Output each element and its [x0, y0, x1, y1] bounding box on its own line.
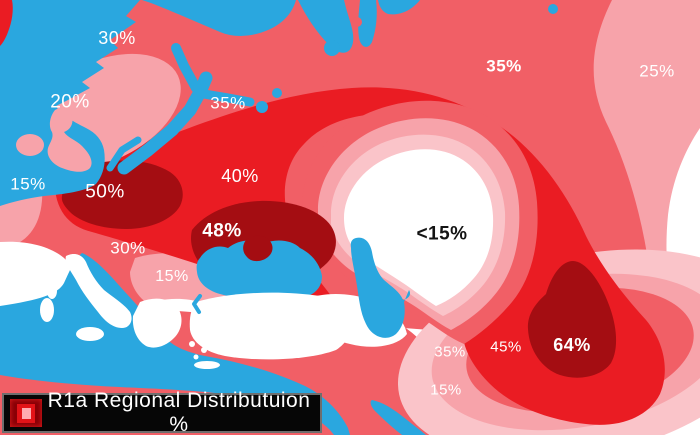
map-label-east-europe-40: 40%	[221, 166, 259, 186]
sea-mediterranean	[0, 253, 350, 435]
map-label-hotspot-mid-45: 45%	[490, 338, 522, 356]
land-sicily	[76, 327, 104, 341]
island-aegean-3	[211, 338, 217, 344]
land-anatolia	[189, 292, 353, 360]
island-arctic	[352, 17, 362, 27]
map-label-nw-russia-35: 35%	[210, 93, 246, 113]
island-aegean-1	[189, 341, 195, 347]
sea-black-sea	[196, 240, 322, 301]
map-label-central-europe-50: 50%	[85, 181, 125, 203]
land-corsica	[47, 283, 57, 299]
map-label-hotspot-west-35: 35%	[434, 343, 466, 361]
map-label-east-asia-25: 25%	[639, 61, 675, 81]
map-label-balkans-30: 30%	[110, 238, 146, 258]
lake-ladoga	[256, 101, 268, 113]
land-ireland	[16, 134, 44, 156]
land-crimea	[243, 235, 273, 262]
legend-bar: R1a Regional Distributuion %	[2, 389, 322, 435]
sea-dot-northeast	[548, 4, 558, 14]
sea-kattegat	[106, 136, 142, 172]
island-aegean-2	[201, 347, 207, 353]
sea-kara	[378, 0, 420, 15]
sea-arctic	[142, 0, 296, 36]
sea-baltic	[117, 71, 213, 175]
map-label-baltic-20: 20%	[50, 91, 90, 113]
map-label-middle-east-lt15: <15%	[416, 223, 468, 245]
map-label-atlantic-coast-15: 15%	[10, 174, 46, 194]
lake-onega	[272, 88, 282, 98]
sea-bosphorus	[192, 294, 202, 314]
island-cyprus	[245, 349, 271, 359]
island-aegean-4	[193, 354, 199, 360]
map-label-hotspot-core-64: 64%	[553, 335, 591, 355]
land-sardinia	[40, 298, 54, 322]
region-central-lt15pct-white	[344, 149, 494, 306]
sea-kara-strait	[358, 0, 377, 47]
sea-persian-gulf	[370, 400, 426, 435]
land-great-britain	[47, 108, 92, 172]
r1a-frequency-swatch-icon	[10, 399, 42, 427]
sea-white-sea	[298, 0, 354, 53]
land-greece	[132, 298, 182, 348]
land-italy	[65, 254, 132, 328]
swatch-core	[21, 407, 31, 419]
swatch-mid	[17, 403, 35, 423]
sea-gulf-of-bothnia	[171, 43, 201, 93]
region-central-asia-64pct	[527, 261, 617, 378]
map-label-siberia-35: 35%	[486, 56, 522, 76]
map-label-ukraine-48: 48%	[202, 220, 242, 242]
land-corner-sliver	[0, 0, 13, 46]
sea-gulf-of-finland	[199, 89, 255, 107]
map-label-scandinavia-30: 30%	[98, 28, 136, 48]
map-label-balkans-south-15: 15%	[155, 268, 189, 285]
legend-title: R1a Regional Distributuion %	[47, 389, 311, 435]
sea-caspian	[350, 237, 411, 338]
island-crete	[194, 361, 220, 369]
sea-white-sea-lobe	[324, 40, 340, 56]
map-label-hotspot-south-15: 15%	[430, 381, 462, 399]
